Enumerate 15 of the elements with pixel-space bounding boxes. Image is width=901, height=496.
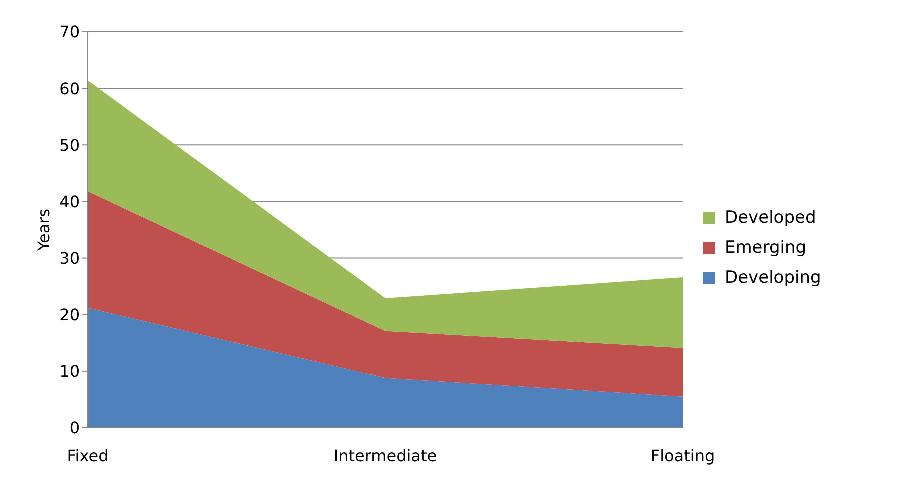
legend-label: Developed — [725, 208, 816, 228]
y-tick-label: 50 — [60, 136, 80, 155]
y-tick-label: 0 — [70, 418, 80, 438]
y-axis-title: Years — [34, 208, 54, 252]
x-tick-label: Floating — [650, 446, 716, 466]
y-tick-label: 30 — [60, 248, 80, 268]
legend-label: Emerging — [725, 238, 807, 258]
x-tick-label: Fixed — [67, 446, 109, 466]
y-tick-label: 70 — [60, 22, 80, 42]
y-tick-label: 10 — [60, 362, 80, 382]
y-tick-label: 60 — [60, 79, 80, 98]
legend-label: Developing — [725, 268, 822, 288]
y-tick-label: 40 — [60, 192, 80, 212]
y-tick-label: 20 — [60, 306, 80, 325]
x-tick-label: Intermediate — [334, 446, 438, 466]
